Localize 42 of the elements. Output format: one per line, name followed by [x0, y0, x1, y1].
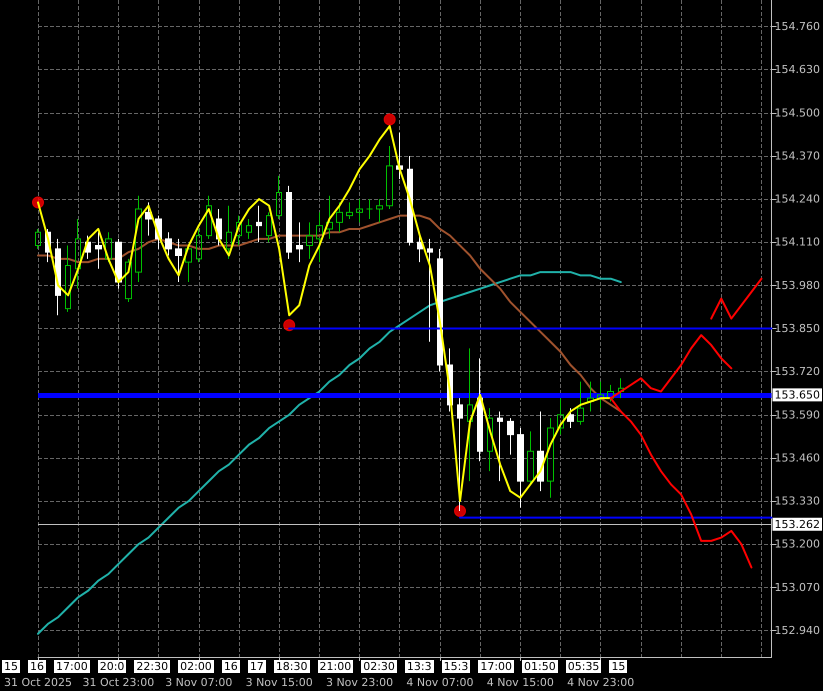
x-tick-label: 4 Nov 15:00 [486, 676, 554, 689]
text: 16 [28, 660, 46, 673]
text: 20:0 [98, 660, 126, 673]
y-tick-label: 154.630 [774, 63, 820, 76]
y-tick-label: 154.500 [774, 106, 820, 120]
y-tick-label: 153.070 [774, 580, 820, 594]
text: 17:00 [54, 660, 90, 673]
text: 15 [2, 660, 20, 673]
x-tick-label: 3 Nov 23:00 [326, 676, 394, 689]
y-tick-label: 153.850 [774, 322, 820, 335]
y-tick-label: 152.940 [774, 624, 820, 637]
text: 02:30 [361, 660, 397, 673]
text: 15 [609, 660, 628, 673]
x-tick-label: 3 Nov 15:00 [246, 676, 313, 689]
text: 16 [222, 660, 240, 673]
x-tick-label: 31 Oct 23:00 [82, 676, 154, 689]
text: 15:3 [442, 660, 470, 673]
y-tick-label: 153.720 [774, 365, 820, 378]
y-tick-label: 154.110 [774, 236, 820, 249]
x-tick-label: 4 Nov 07:00 [406, 676, 474, 689]
text: 22:30 [134, 660, 170, 673]
ref-line-label: 153.650 [774, 388, 820, 402]
text: 21:00 [318, 660, 354, 673]
ref-line-label: 153.262 [774, 518, 820, 531]
text: 13:3 [404, 660, 434, 673]
x-tick-label: 4 Nov 23:00 [567, 676, 634, 689]
text: 17 [248, 660, 266, 673]
y-tick-label: 153.460 [774, 451, 820, 464]
text: 02:00 [178, 660, 214, 673]
y-tick-label: 153.200 [774, 538, 820, 551]
y-tick-label: 154.240 [774, 192, 820, 206]
y-tick-label: 153.590 [774, 408, 820, 422]
text: 18:30 [274, 660, 310, 673]
x-tick-label: 3 Nov 07:00 [165, 676, 232, 689]
y-tick-label: 154.760 [774, 20, 820, 34]
text: 05:35 [566, 660, 602, 673]
y-tick-label: 154.370 [774, 149, 820, 162]
text: 17:00 [478, 660, 514, 673]
y-tick-label: 153.980 [774, 278, 820, 292]
x-tick-label: 31 Oct 2025 [4, 676, 72, 689]
text: 01:50 [522, 660, 558, 673]
y-tick-label: 153.330 [774, 494, 820, 508]
